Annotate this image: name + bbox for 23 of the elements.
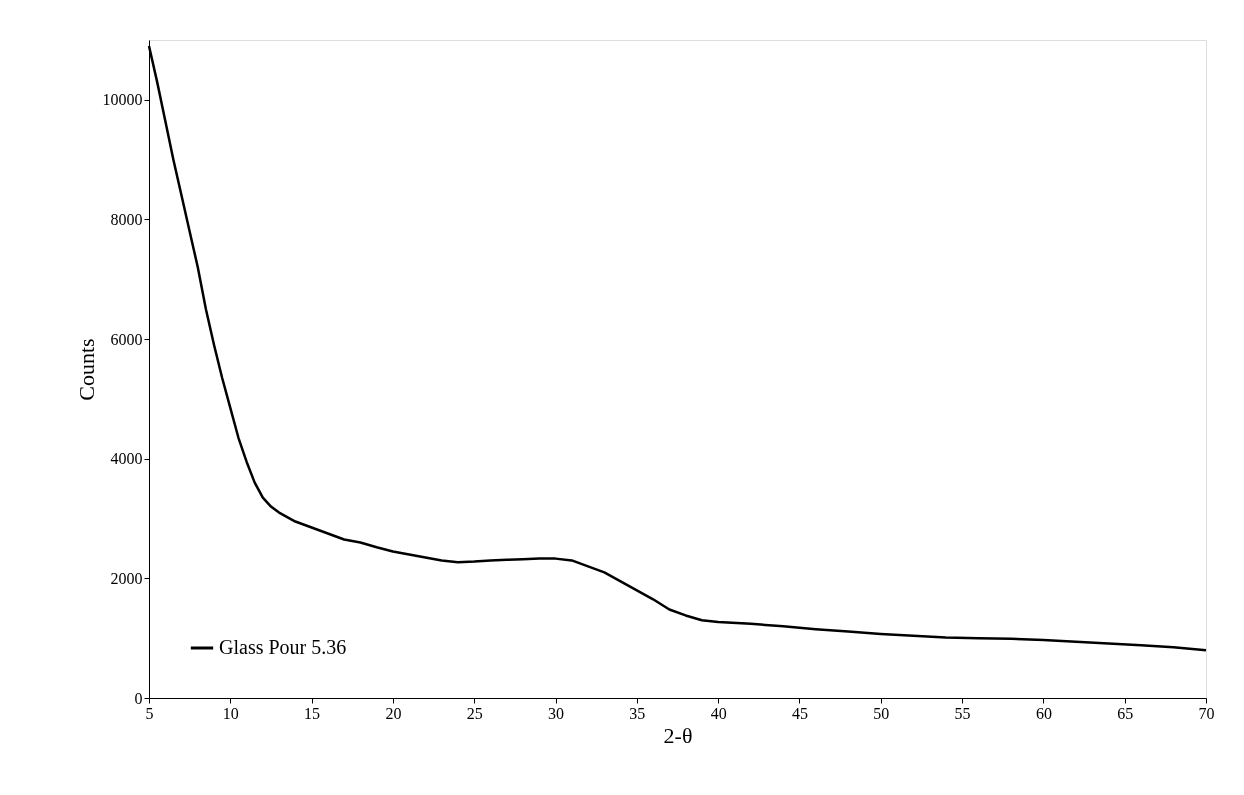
x-tick-label: 10 (222, 704, 239, 722)
x-tick-label: 30 (548, 704, 565, 722)
y-tick-label: 2000 (110, 569, 143, 587)
x-tick-label: 60 (1035, 704, 1052, 722)
x-tick-label: 20 (385, 704, 402, 722)
x-tick-label: 45 (791, 704, 808, 722)
x-axis-title: 2-θ (663, 722, 693, 748)
x-tick-label: 25 (466, 704, 483, 722)
y-tick-label: 10000 (102, 91, 143, 109)
y-tick-label: 4000 (110, 450, 143, 468)
y-tick-label: 8000 (110, 210, 143, 228)
x-tick-label: 35 (629, 704, 646, 722)
x-tick-label: 65 (1117, 704, 1134, 722)
x-tick-label: 15 (304, 704, 321, 722)
x-tick-label: 55 (954, 704, 971, 722)
x-tick-label: 70 (1198, 704, 1215, 722)
y-axis-title: Counts (73, 338, 99, 401)
legend-label: Glass Pour 5.36 (219, 636, 347, 658)
y-tick-label: 0 (134, 689, 143, 707)
x-tick-label: 5 (145, 704, 154, 722)
y-tick-label: 6000 (110, 330, 143, 348)
x-tick-label: 50 (873, 704, 890, 722)
x-tick-label: 40 (710, 704, 727, 722)
